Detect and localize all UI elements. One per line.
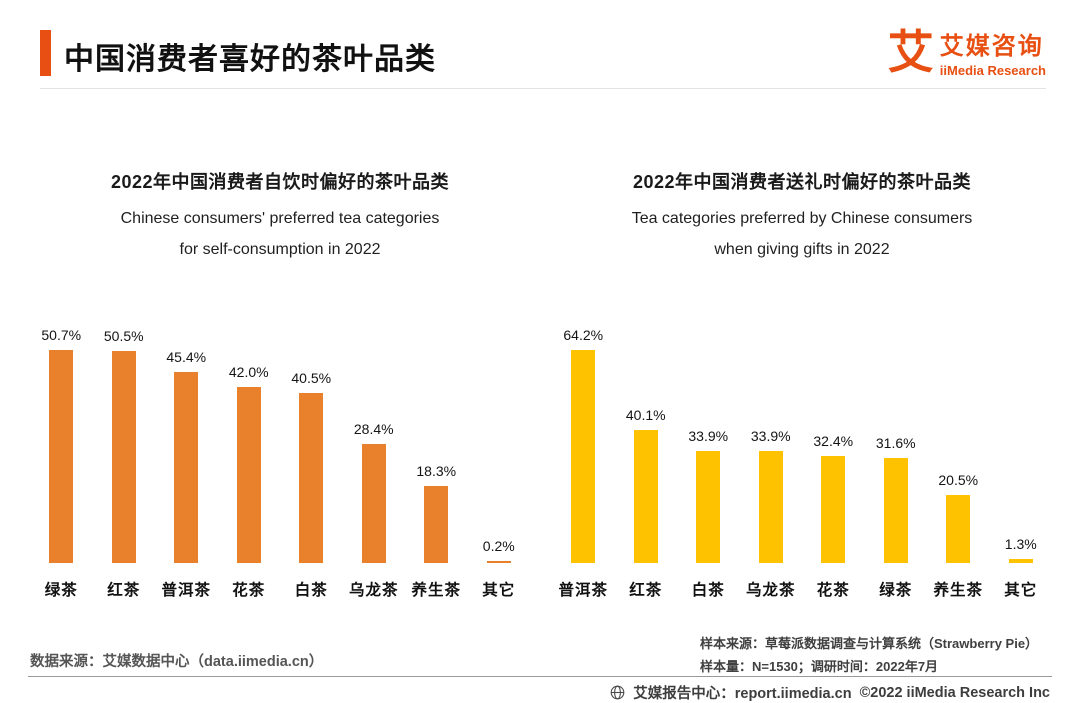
chart-subtitle-en: Tea categories preferred by Chinese cons… [552, 203, 1052, 265]
category-label: 白茶 [691, 582, 725, 599]
bar-column: 33.9% [677, 428, 740, 563]
bar [1008, 559, 1033, 563]
bar [696, 451, 721, 563]
bar-column: 32.4% [802, 433, 865, 563]
bar-column: 64.2% [552, 327, 615, 563]
bar [49, 350, 74, 563]
value-label: 28.4% [353, 421, 394, 437]
bars-row: 50.7% 50.5% 45.4% 42.0% 40.5% 28.4% 18.3% 0.2% [30, 311, 530, 563]
value-label: 33.9% [750, 428, 791, 444]
value-label: 33.9% [688, 428, 729, 444]
category-label: 红茶 [629, 582, 663, 599]
value-label: 18.3% [416, 463, 457, 479]
chart-subtitle-line1: Chinese consumers' preferred tea categor… [120, 210, 440, 227]
bars-row: 64.2% 40.1% 33.9% 33.9% 32.4% 31.6% 20.5% 1.3% [552, 311, 1052, 563]
brand-name-cn: 艾媒咨询 [939, 33, 1044, 60]
sample-notes: 样本来源：草莓派数据调查与计算系统（Strawberry Pie） 样本量：N=… [700, 632, 1038, 678]
value-label: 0.2% [482, 538, 515, 554]
category-label: 绿茶 [879, 582, 913, 599]
header-divider [40, 88, 1046, 89]
categories-row: 绿茶 红茶 普洱茶 花茶 白茶 乌龙茶 养生茶 其它 [30, 578, 530, 600]
bar-column: 0.2% [468, 538, 531, 563]
footer-report-center: 艾媒报告中心：report.iimedia.cn [633, 686, 852, 702]
bar [111, 351, 136, 563]
category-label: 绿茶 [44, 582, 78, 599]
category-label: 乌龙茶 [745, 582, 796, 599]
bar [758, 451, 783, 563]
bar-column: 20.5% [927, 472, 990, 563]
bar-column: 40.1% [615, 407, 678, 563]
category-label: 普洱茶 [558, 582, 608, 599]
bar-column: 31.6% [865, 435, 928, 563]
bar [571, 350, 596, 563]
bar-column: 1.3% [990, 536, 1053, 563]
category-label: 白茶 [294, 582, 328, 599]
bar [883, 458, 908, 563]
value-label: 20.5% [938, 472, 979, 488]
globe-icon [610, 685, 625, 700]
category-label: 养生茶 [933, 582, 983, 599]
value-label: 40.5% [291, 370, 332, 386]
bar-column: 50.7% [30, 327, 93, 563]
bar [174, 372, 199, 563]
bar-column: 33.9% [740, 428, 803, 563]
category-label: 花茶 [816, 582, 850, 599]
bar-column: 28.4% [343, 421, 406, 563]
bar [946, 495, 971, 563]
value-label: 50.7% [41, 327, 82, 343]
bar-column: 18.3% [405, 463, 468, 563]
chart-subtitle-line2: when giving gifts in 2022 [714, 241, 890, 258]
bar [633, 430, 658, 563]
data-source-note: 数据来源：艾媒数据中心（data.iimedia.cn） [30, 654, 324, 670]
bar-column: 40.5% [280, 370, 343, 563]
category-label: 其它 [482, 582, 516, 599]
value-label: 45.4% [166, 349, 207, 365]
category-label: 养生茶 [411, 582, 461, 599]
chart-subtitle-en: Chinese consumers' preferred tea categor… [30, 203, 530, 265]
bar-column: 50.5% [93, 328, 156, 563]
category-label: 乌龙茶 [348, 582, 399, 599]
bar [821, 456, 846, 563]
footer: 艾媒报告中心：report.iimedia.cn ©2022 iiMedia R… [610, 682, 1050, 703]
brand-logo: 艾 艾媒咨询 iiMedia Research [888, 26, 1046, 78]
value-label: 40.1% [625, 407, 666, 423]
value-label: 1.3% [1004, 536, 1037, 552]
value-label: 32.4% [813, 433, 854, 449]
bar-column: 45.4% [155, 349, 218, 563]
category-label: 其它 [1004, 582, 1038, 599]
title-accent-bar [40, 30, 51, 76]
chart-gift-giving: 2022年中国消费者送礼时偏好的茶叶品类 Tea categories pref… [552, 168, 1052, 600]
chart-title-cn: 2022年中国消费者送礼时偏好的茶叶品类 [632, 172, 972, 192]
value-label: 50.5% [103, 328, 144, 344]
chart-self-consumption: 2022年中国消费者自饮时偏好的茶叶品类 Chinese consumers' … [30, 168, 530, 600]
footer-copyright: ©2022 iiMedia Research Inc [859, 684, 1050, 701]
category-label: 红茶 [107, 582, 141, 599]
value-label: 42.0% [228, 364, 269, 380]
bar [424, 486, 449, 563]
bar [361, 444, 386, 563]
page-title: 中国消费者喜好的茶叶品类 [64, 43, 436, 76]
sample-source-note: 样本来源：草莓派数据调查与计算系统（Strawberry Pie） [700, 636, 1039, 651]
bar [236, 387, 261, 563]
chart-title-cn: 2022年中国消费者自饮时偏好的茶叶品类 [110, 172, 450, 192]
footer-divider [28, 676, 1052, 677]
bar [486, 561, 511, 563]
sample-size-note: 样本量：N=1530；调研时间：2022年7月 [700, 659, 939, 674]
chart-subtitle-line1: Tea categories preferred by Chinese cons… [631, 210, 973, 227]
bar-column: 42.0% [218, 364, 281, 563]
bar [299, 393, 324, 563]
category-label: 普洱茶 [161, 582, 211, 599]
category-label: 花茶 [232, 582, 266, 599]
brand-name-en: iiMedia Research [939, 63, 1046, 78]
iimedia-logo-icon: 艾 [887, 26, 934, 78]
value-label: 31.6% [875, 435, 916, 451]
value-label: 64.2% [563, 327, 604, 343]
categories-row: 普洱茶 红茶 白茶 乌龙茶 花茶 绿茶 养生茶 其它 [552, 578, 1052, 600]
chart-subtitle-line2: for self-consumption in 2022 [179, 241, 381, 258]
